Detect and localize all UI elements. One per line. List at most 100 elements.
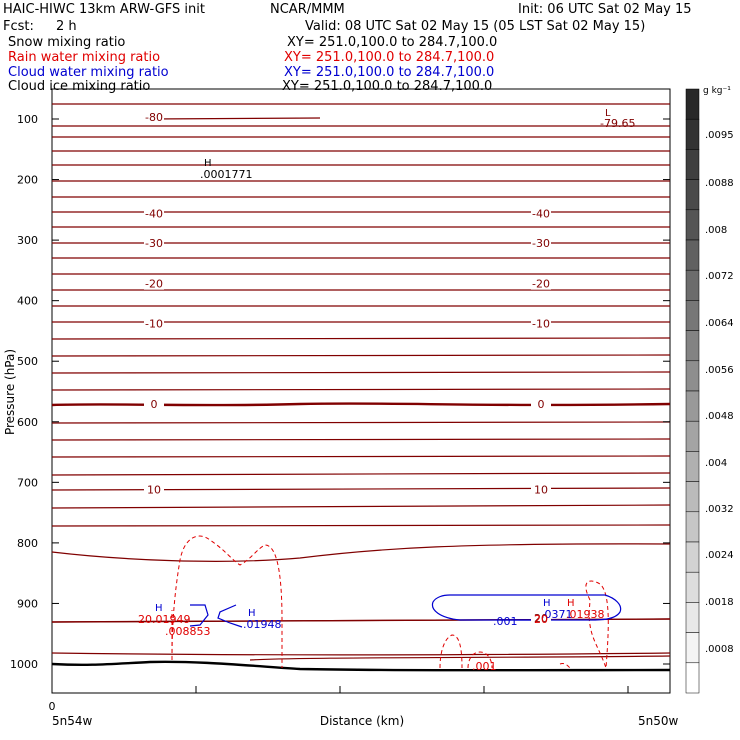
temperature-label-bg [531,483,551,496]
colorbar-segment [685,390,700,422]
y-axis-ticks [52,118,670,665]
y-tick-label: 200 [17,174,38,187]
temperature-label-bg [531,317,551,330]
field-xy-cloud-water: XY= 251.0,100.0 to 284.7,100.0 [284,65,495,80]
temperature-label: -40 [145,207,163,220]
colorbar [685,88,700,694]
valid-time: Valid: 08 UTC Sat 02 May 15 (05 LST Sat … [305,19,646,34]
y-axis-tick-labels: 100 200 300 400 500 600 700 800 900 1000 [10,113,38,671]
x-axis-title: Distance (km) [320,714,404,728]
plot-title: HAIC-HIWC 13km ARW-GFS init [3,2,205,17]
field-xy-snow: XY= 251.0,100.0 to 284.7,100.0 [287,35,498,50]
temperature-contours [51,103,671,661]
plot-frame [51,88,671,694]
temperature-label: -10 [145,318,163,331]
colorbar-label: .0048 [705,411,734,422]
temperature-label-bg [144,237,164,250]
field-name-snow: Snow mixing ratio [8,35,126,50]
temperature-label-bg [144,277,164,290]
temperature-label: -80 [145,111,163,124]
colorbar-segment [685,209,700,241]
colorbar-labels: .0095 .0088 .008 .0072 .0064 .0056 .0048 .004 .0… [705,130,734,655]
temperature-label-bg [144,398,164,411]
field-name-cloud-water: Cloud water mixing ratio [8,65,169,80]
colorbar-label: .0008 [705,644,734,655]
rain-contour-label: .001 [472,660,497,673]
rain-water-contours [171,535,609,669]
colorbar-label: .0056 [705,365,734,376]
cloud-water-high-marker-left: H [155,603,163,614]
field-name-cloud-ice: Cloud ice mixing ratio [8,79,151,94]
colorbar-label: .0072 [705,271,734,282]
temperature-label-bg [144,317,164,330]
colorbar-label: .004 [705,458,727,469]
y-tick-label: 300 [17,234,38,247]
x-right-label: 5n50w [638,714,679,728]
colorbar-label: .0032 [705,504,734,515]
colorbar-segment [685,451,700,482]
colorbar-segment [685,330,700,362]
temperature-label: -30 [145,237,163,250]
field-xy-cloud-ice: XY= 251.0,100.0 to 284.7,100.0 [282,79,493,94]
cloud-water-high-marker-mid: H [248,608,256,619]
colorbar-segment [685,511,700,543]
temperature-labels: -80 -40 -40 -30 -30 -20 -20 -10 -10 0 0 10 10 20 [144,111,551,625]
temperature-label-bg [531,277,551,290]
snow-high-value: .0001771 [200,168,253,181]
field-name-rain: Rain water mixing ratio [8,50,161,65]
temperature-label: 10 [147,484,161,497]
temperature-label: -10 [532,318,550,331]
temperature-label-bg [531,611,551,624]
cloud-water-high-value-right: .0371 [541,608,573,621]
colorbar-label: .008 [705,225,727,236]
low-center-marker: L [605,108,611,119]
colorbar-segment [685,541,700,573]
forecast-label: Fcst: [3,19,34,34]
rain-twenty-label: 20 [534,613,548,626]
cloud-water-high-marker-right: H [543,598,551,609]
temperature-label-bg [531,207,551,220]
temperature-label: -30 [532,237,550,250]
y-tick-label: 800 [17,537,38,550]
snow-high-marker: H [204,158,212,169]
colorbar-segment [685,179,700,211]
colorbar-segment [685,300,700,331]
y-axis-title: Pressure (hPa) [3,349,17,435]
colorbar-label: .0018 [705,597,734,608]
temperature-label-bg [531,398,551,411]
colorbar-label: .0088 [705,178,734,189]
surface-line [51,660,671,672]
y-tick-label: 700 [17,476,38,489]
colorbar-unit: g kg⁻¹ [703,86,731,96]
colorbar-segment [685,632,700,664]
colorbar-segment [685,118,700,150]
colorbar-segment [685,481,700,513]
x-tick-label-zero: 0 [49,700,56,713]
colorbar-label: .0064 [705,318,734,329]
colorbar-segment [685,149,700,180]
colorbar-segment [685,269,700,301]
colorbar-segment [685,88,700,120]
x-axis-ticks [51,686,629,693]
temperature-label: 0 [151,398,158,411]
y-tick-label: 900 [17,597,38,610]
colorbar-label: .0095 [705,130,734,141]
cloud-water-high-value-mid: .01948 [243,618,282,631]
y-tick-label: 500 [17,355,38,368]
y-tick-label: 1000 [10,658,38,671]
rain-high-value-right: .01938 [566,608,605,621]
colorbar-segment [685,420,700,452]
init-time: Init: 06 UTC Sat 02 May 15 [518,2,692,17]
temperature-label: -40 [532,207,550,220]
temperature-label: 20 [534,612,548,625]
temperature-label: 0 [538,398,545,411]
temperature-label: 10 [534,484,548,497]
y-tick-label: 400 [17,295,38,308]
low-center-value: -79.65 [600,117,635,130]
temperature-label-bg [144,483,164,496]
temperature-label-bg [144,207,164,220]
colorbar-segment [685,662,700,694]
rain-value-left: 20.01949 [138,613,191,626]
temperature-label: -20 [145,278,163,291]
